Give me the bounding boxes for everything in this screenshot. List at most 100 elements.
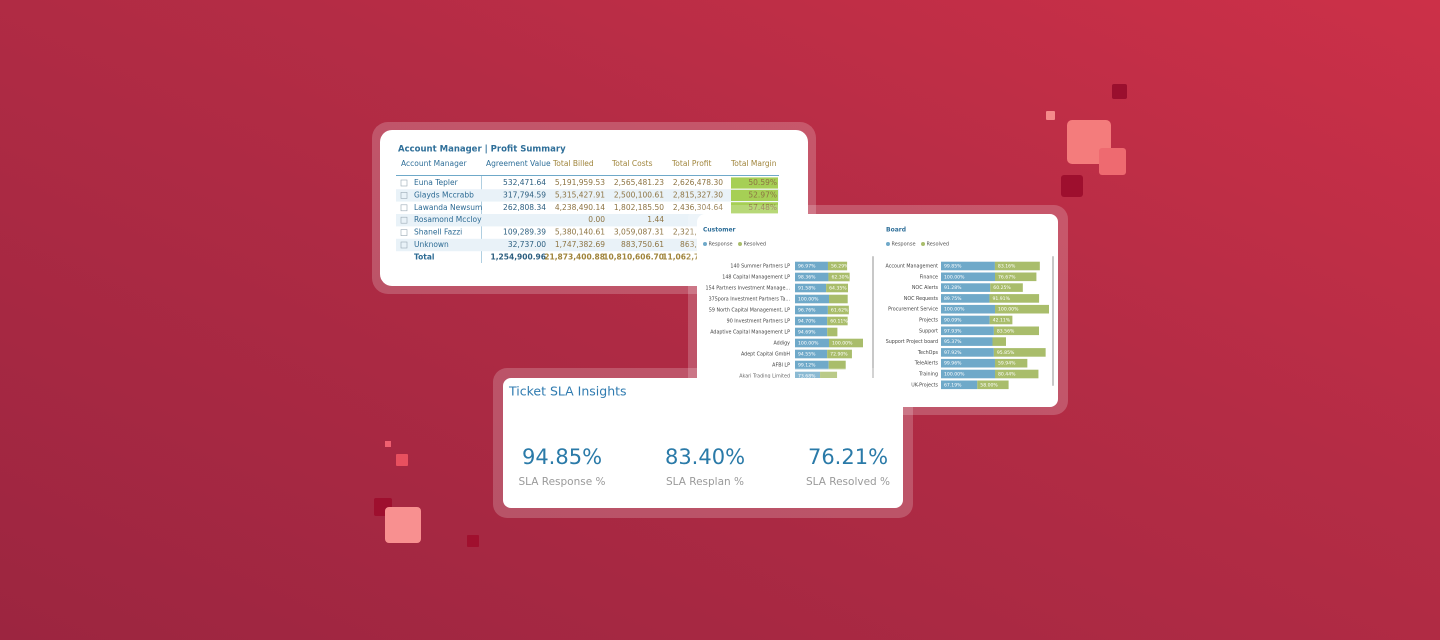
category-label: UK-Projects [911,382,938,388]
square [1046,111,1055,120]
category-label: 59 North Capital Management, LP [709,308,790,314]
bar-value-label: 96.76% [798,308,816,314]
bar-segment [795,316,828,326]
row-band [396,189,779,202]
total-cell: 11,062,794.18 [662,252,723,261]
row-band [396,238,779,252]
kpi-value: 83.40% [665,445,745,469]
expand-icon [400,192,408,199]
bar-segment [941,337,993,346]
category-label: Addigy [773,341,790,347]
manager-name: Lawanda Newsum [414,203,482,212]
bar-segment [795,360,829,370]
expand-icon [400,241,408,249]
table-cell: 2,565,481.23 [614,178,664,187]
bar-value-label: 60.11% [830,319,848,325]
bar-segment [941,369,995,379]
bar-segment [993,326,1040,336]
bar-value-label: 67.19% [944,382,962,388]
bar-value-label: 62.30% [831,275,849,281]
category-label: 375pora Investment Partners Ta... [709,297,790,303]
square [385,441,391,447]
category-label: Procurement Service [888,307,938,313]
column-header: Total Costs [611,159,653,168]
bar-segment [827,327,838,337]
table-cell: 52.97% [748,190,777,199]
category-label: TechOps [917,350,939,356]
bar-segment [941,380,978,390]
chart-title: Customer [703,227,736,234]
category-label: Support Project board [886,339,938,345]
legend-label: Resolved [744,242,767,248]
bar-segment [994,358,1028,368]
expand-icon [400,204,408,212]
bar-value-label: 90.09% [944,318,962,324]
bar-value-label: 100.00% [798,341,819,347]
bar-segment [990,283,1023,292]
bar-segment [941,326,994,336]
bar-segment [828,272,850,282]
bar-segment [795,327,828,337]
bar-value-label: 96.97% [798,264,816,270]
total-cell: 10,810,606.70 [603,252,664,261]
table-cell: 5,315,427.91 [555,190,605,199]
bar-value-label: 64.35% [829,286,847,292]
bar-value-label: 100.00% [944,307,965,313]
category-label: 90 Investment Partners LP [727,319,790,325]
margin-bar [731,189,778,201]
row-band [396,214,779,227]
total-cell: 21,873,400.88 [544,252,605,261]
expand-icon [400,229,408,236]
bar-segment [795,349,828,359]
category-label: NOC Requests [904,296,939,302]
table-cell: 4,238,490.14 [555,203,605,212]
bar-segment [941,348,994,357]
table-cell: 2,626,478.30 [673,178,723,187]
bar-segment [995,369,1039,379]
table-cell: 2,815,327.30 [673,190,723,199]
column-header: Agreement Value [486,159,551,168]
bar-value-label: 98.36% [798,275,816,281]
bar-segment [828,360,846,370]
category-label: TeleAlerts [914,361,939,367]
column-header: Total Margin [730,159,777,168]
bar-value-label: 99.12% [798,363,816,369]
bar-segment [989,315,1013,325]
kpi-value: 76.21% [808,445,888,469]
expand-icon [400,216,408,224]
table-cell: 32,737.00 [508,240,546,249]
table-cell: 5,191,959.53 [555,178,605,187]
bar-segment [826,283,849,293]
square [1061,175,1083,197]
table-cell: 109,289.39 [503,228,546,237]
bar-value-label: 83.56% [997,328,1015,334]
column-header: Account Manager [401,159,467,168]
square [385,507,421,543]
manager-name: Euna Tepler [414,178,459,187]
bar-value-label: 61.62% [831,308,849,314]
bar-segment [795,305,828,315]
legend-label: Response [892,242,916,248]
manager-name: Rosamond Mccloy [414,215,482,224]
bar-segment [795,283,827,293]
square [1112,84,1127,99]
bar-segment [827,349,852,359]
bar-value-label: 95.37% [944,339,962,345]
bar-value-label: 80.44% [998,372,1016,378]
manager-name: Unknown [414,240,449,249]
square [1099,148,1126,175]
kpi-label: SLA Resplan % [666,476,744,488]
table-cell: 3,059,087.31 [614,228,664,237]
category-label: Account Management [886,264,939,270]
legend-swatch [886,242,890,246]
table-cell: 1,747,382.69 [555,240,605,249]
category-label: 148 Capital Management LP [722,275,790,281]
bar-segment [941,358,995,368]
bar-segment [995,304,1049,314]
sla-bars-card: Customer Response Resolved 140 Summer Partn… [688,205,1068,415]
decor [374,84,1127,547]
bar-value-label: 100.00% [798,297,819,303]
expand-icon [400,179,408,187]
bar-segment [941,283,991,292]
bar-segment [941,294,990,303]
